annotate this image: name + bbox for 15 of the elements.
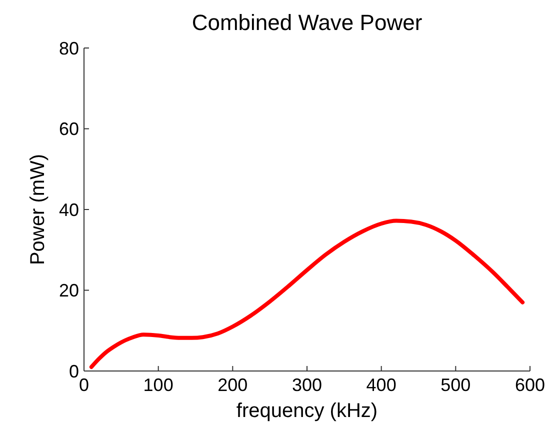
x-tick-label: 400 <box>366 375 396 395</box>
x-axis-title: frequency (kHz) <box>236 400 378 422</box>
y-tick-label: 80 <box>58 38 79 58</box>
chart-title: Combined Wave Power <box>192 10 422 35</box>
x-tick-label: 600 <box>514 375 546 395</box>
x-tick-label: 200 <box>218 375 248 395</box>
x-tick-label: 300 <box>292 375 322 395</box>
line-series <box>89 218 525 369</box>
y-tick-label: 60 <box>58 119 79 140</box>
y-axis-title: Power (mW) <box>27 154 49 266</box>
x-tick-label: 100 <box>143 375 174 395</box>
x-tick-label: 500 <box>440 375 471 395</box>
y-tick-label: 0 <box>68 361 79 382</box>
y-tick-label: 40 <box>58 200 79 220</box>
y-tick-label: 20 <box>58 280 79 301</box>
